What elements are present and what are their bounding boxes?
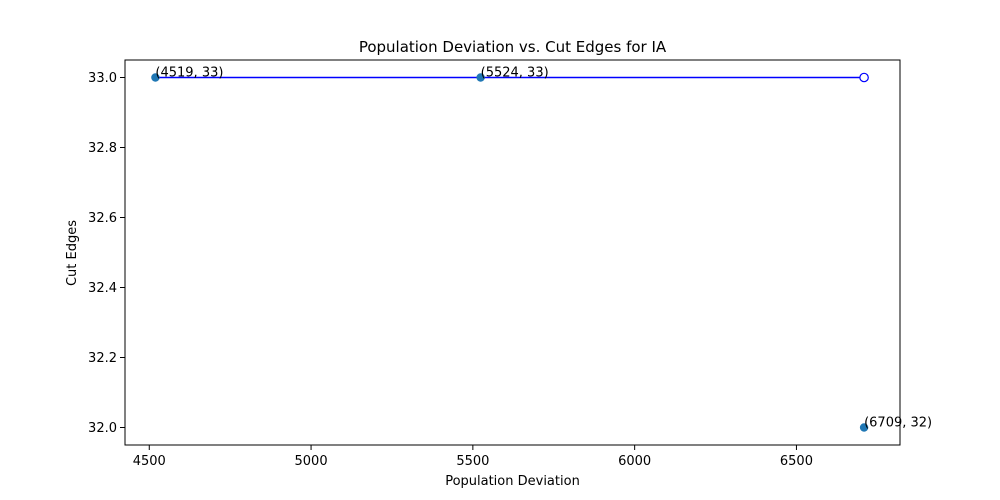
- y-tick-label: 32.2: [88, 351, 117, 366]
- y-tick-label: 33.0: [88, 71, 117, 86]
- data-point: [151, 73, 160, 82]
- y-tick-label: 32.0: [88, 421, 117, 436]
- y-tick-label: 32.6: [88, 211, 117, 226]
- x-tick-label: 5000: [295, 454, 328, 469]
- x-tick-label: 6500: [780, 454, 813, 469]
- axes-frame: [124, 59, 901, 446]
- y-tick-label: 32.4: [88, 281, 117, 296]
- y-tick-label: 32.8: [88, 141, 117, 156]
- data-point-annotation: (5524, 33): [481, 66, 549, 81]
- x-axis-label: Population Deviation: [445, 474, 580, 489]
- y-axis-label: Cut Edges: [65, 220, 80, 286]
- plot-area: 4500 5000 5500 6000 6500 32.0 32.2 32.4 32.6 32.8…: [88, 59, 932, 469]
- data-point-annotation: (6709, 32): [864, 416, 932, 431]
- x-tick-label: 6000: [618, 454, 651, 469]
- data-point: [859, 423, 869, 432]
- chart-title: Population Deviation vs. Cut Edges for I…: [359, 38, 667, 56]
- data-point-annotation: (4519, 33): [155, 66, 223, 81]
- x-tick-label: 4500: [133, 454, 166, 469]
- data-point: [476, 73, 485, 82]
- x-tick-label: 5500: [456, 454, 489, 469]
- line-end-marker: [859, 72, 869, 83]
